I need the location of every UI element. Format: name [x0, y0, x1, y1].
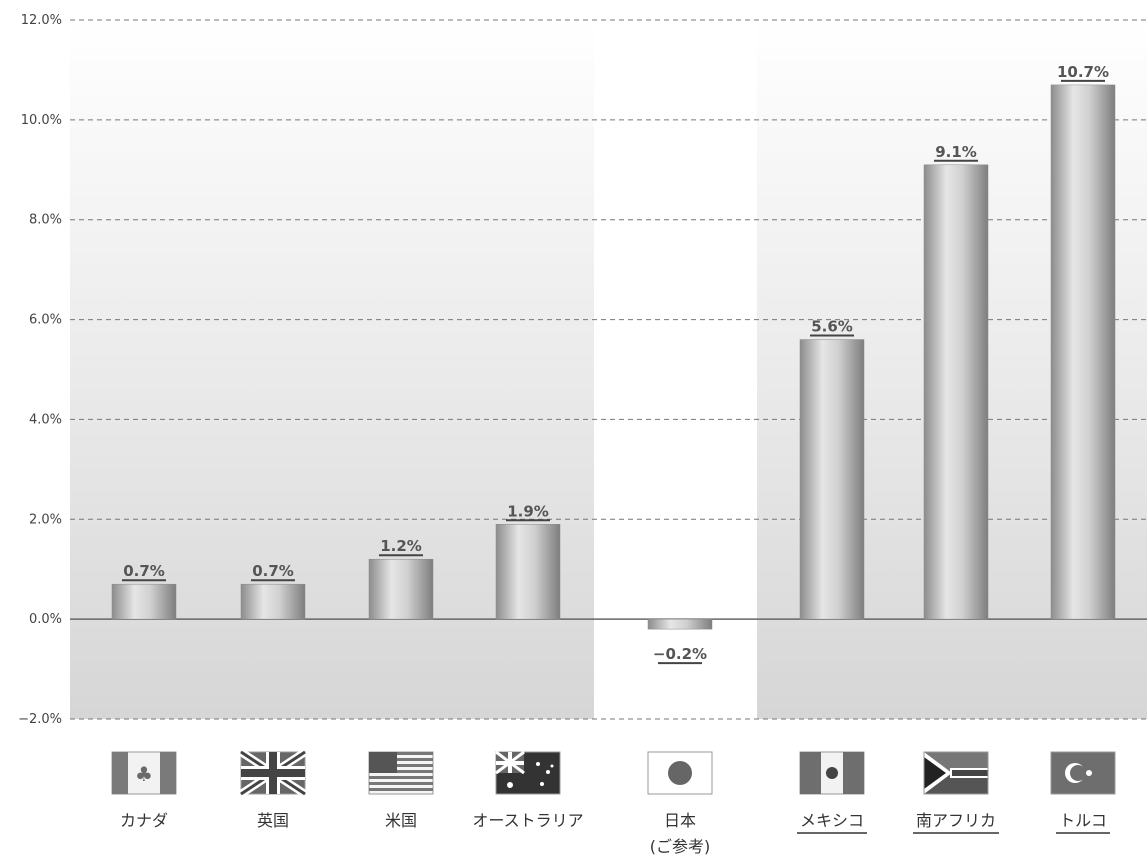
uk-flag-icon — [238, 748, 308, 798]
svg-text:♣: ♣ — [135, 762, 153, 786]
south-africa-flag-icon — [923, 751, 989, 795]
x-tick-label: 南アフリカ — [916, 811, 996, 830]
data-label: 5.6% — [811, 318, 853, 336]
us-flag-icon — [368, 751, 434, 795]
data-label: 1.2% — [380, 537, 422, 555]
value-labels: 0.7% 0.7% 1.2% 1.9% −0.2% 5.6% 9.1% 10.7% — [122, 63, 1109, 665]
y-tick-label: 0.0% — [29, 612, 62, 627]
x-tick-label: 日本 — [664, 811, 696, 830]
data-label: 0.7% — [252, 562, 294, 580]
mexico-flag-icon — [799, 751, 865, 795]
y-tick-label: 10.0% — [21, 113, 62, 128]
x-tick-sublabel: (ご参考) — [650, 837, 711, 856]
y-axis-tick-labels: −2.0% 0.0% 2.0% 4.0% 6.0% 8.0% 10.0% 12.0% — [18, 13, 62, 727]
flag-icons: ♣ — [111, 748, 1116, 798]
y-tick-label: −2.0% — [18, 712, 62, 727]
data-label: 9.1% — [935, 143, 977, 161]
data-label: 0.7% — [123, 562, 165, 580]
x-tick-label: 英国 — [257, 811, 289, 830]
bars — [111, 84, 1116, 630]
japan-flag-icon — [647, 751, 713, 795]
y-tick-label: 2.0% — [29, 512, 62, 527]
bar — [111, 583, 177, 620]
x-tick-label: トルコ — [1059, 811, 1107, 830]
bar — [495, 524, 561, 620]
y-tick-label: 6.0% — [29, 313, 62, 328]
y-tick-label: 4.0% — [29, 412, 62, 427]
y-tick-label: 8.0% — [29, 213, 62, 228]
bar — [368, 558, 434, 620]
data-label: 1.9% — [507, 502, 549, 520]
bar — [240, 583, 306, 620]
bar — [647, 618, 713, 630]
category-labels: カナダ 英国 米国 オーストラリア 日本 (ご参考) メキシコ 南アフリカ トルコ — [120, 811, 1110, 856]
bar — [1050, 84, 1116, 620]
y-tick-label: 12.0% — [21, 13, 62, 28]
data-label: 10.7% — [1057, 63, 1109, 81]
x-tick-label: メキシコ — [800, 811, 864, 830]
turkey-flag-icon — [1050, 751, 1116, 795]
x-tick-label: カナダ — [120, 811, 168, 830]
australia-flag-icon — [495, 750, 561, 795]
bar — [799, 339, 865, 620]
x-tick-label: 米国 — [385, 811, 417, 830]
x-tick-label: オーストラリア — [472, 811, 583, 830]
data-label: −0.2% — [653, 645, 707, 663]
bar — [923, 164, 989, 620]
canada-flag-icon: ♣ — [111, 751, 177, 795]
